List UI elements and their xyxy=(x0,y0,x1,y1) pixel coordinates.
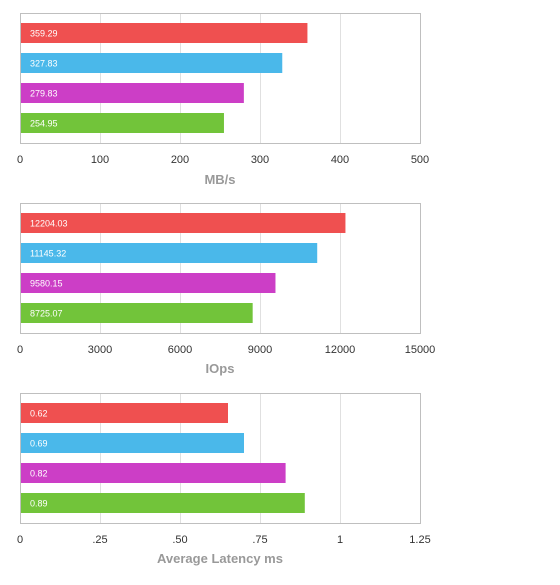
tick-label: 15000 xyxy=(405,344,436,356)
bar-value-label: 254.95 xyxy=(30,119,58,129)
axis-title: Average Latency ms xyxy=(157,551,283,566)
bar xyxy=(21,273,276,293)
bar-value-label: 11145.32 xyxy=(30,249,66,259)
bar-value-label: 359.29 xyxy=(30,29,58,39)
bar xyxy=(21,113,224,133)
axis-title: MB/s xyxy=(204,172,235,187)
tick-label: 1 xyxy=(337,534,343,546)
tick-label: 0 xyxy=(17,534,23,546)
bar-value-label: 0.89 xyxy=(30,499,48,509)
tick-label: 9000 xyxy=(248,344,272,356)
bar xyxy=(21,23,308,43)
bar-value-label: 0.69 xyxy=(30,439,48,449)
tick-label: 12000 xyxy=(325,344,356,356)
axis-title: IOps xyxy=(206,361,235,376)
tick-label: 400 xyxy=(331,154,349,166)
tick-label: 300 xyxy=(251,154,269,166)
tick-label: 3000 xyxy=(88,344,112,356)
tick-label: 0 xyxy=(17,344,23,356)
bar-value-label: 0.82 xyxy=(30,469,48,479)
tick-label: .50 xyxy=(172,534,187,546)
bar-value-label: 327.83 xyxy=(30,59,58,69)
bar-value-label: 9580.15 xyxy=(30,279,63,289)
tick-label: 6000 xyxy=(168,344,192,356)
tick-label: .75 xyxy=(252,534,267,546)
bar xyxy=(21,213,346,233)
tick-label: 200 xyxy=(171,154,189,166)
bar xyxy=(21,433,244,453)
tick-label: 100 xyxy=(91,154,109,166)
bar xyxy=(21,403,228,423)
tick-label: 0 xyxy=(17,154,23,166)
bar xyxy=(21,243,318,263)
bar xyxy=(21,83,244,103)
bar-value-label: 0.62 xyxy=(30,409,48,419)
bar xyxy=(21,303,253,323)
bar-value-label: 279.83 xyxy=(30,89,58,99)
tick-label: 1.25 xyxy=(409,534,430,546)
bar-value-label: 12204.03 xyxy=(30,219,68,229)
bar xyxy=(21,53,283,73)
bar-value-label: 8725.07 xyxy=(30,309,63,319)
bar xyxy=(21,493,305,513)
tick-label: .25 xyxy=(92,534,107,546)
tick-label: 500 xyxy=(411,154,429,166)
bar xyxy=(21,463,286,483)
